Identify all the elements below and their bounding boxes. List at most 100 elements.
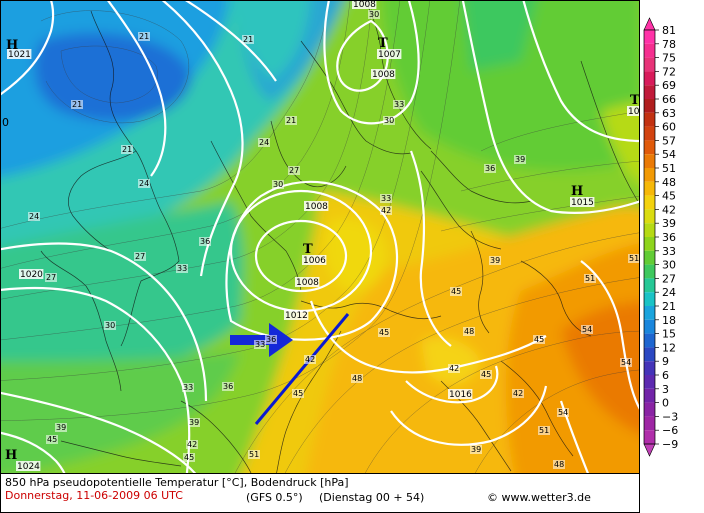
isobar-label: 1020	[20, 270, 43, 280]
isotherm-label: 39	[515, 155, 525, 164]
isotherm-label: 42	[305, 355, 315, 364]
legend-bar: 8178757269666360575451484542393633302724…	[643, 17, 678, 457]
isotherm-label: 39	[471, 445, 481, 454]
caption-date: Donnerstag, 11-06-2009 06 UTC	[5, 489, 183, 502]
legend-tick-label: 42	[662, 203, 676, 216]
color-legend: 81 78 75 72 69 66 63 60 57 54 51 48 45 42 39 36 33 30 27 24…	[640, 0, 704, 474]
isotherm-label: 51	[249, 450, 259, 459]
isotherm-label: 24	[139, 179, 149, 188]
legend-tick-label: 48	[662, 176, 676, 189]
isotherm-label: 36	[266, 335, 276, 344]
legend-swatch	[644, 264, 655, 279]
legend-tick-label: 33	[662, 245, 676, 258]
isobar-label: 1016	[449, 390, 472, 400]
movement-arrow-icon	[230, 323, 293, 357]
isotherm-label: 48	[352, 374, 362, 383]
legend-tick-label: 18	[662, 314, 676, 327]
caption-run: (Dienstag 00 + 54)	[319, 491, 425, 504]
isotherm-label: 51	[539, 426, 549, 435]
isotherm-label: 36	[485, 164, 495, 173]
isotherm-label: 30	[384, 116, 394, 125]
legend-tick-label: 3	[662, 383, 669, 396]
isotherm-label: 48	[554, 460, 564, 469]
legend-tick-label: 27	[662, 272, 676, 285]
isotherm-label: 39	[56, 423, 66, 432]
legend-swatch	[644, 126, 655, 141]
isotherm-label: 36	[223, 382, 233, 391]
isotherm-label: 27	[289, 166, 299, 175]
legend-swatch	[644, 71, 655, 86]
isotherm-label: 33	[183, 383, 193, 392]
legend-swatch	[644, 319, 655, 334]
isobar-label: 1008	[305, 202, 328, 212]
caption-copyright: © www.wetter3.de	[487, 491, 591, 504]
isotherm-label: 21	[139, 32, 149, 41]
low-pressure-marker: T	[303, 242, 313, 257]
legend-swatch	[644, 278, 655, 293]
isobar-label: 1015	[571, 198, 594, 208]
isobar-label: 1006	[303, 256, 326, 266]
legend-swatch	[644, 388, 655, 403]
legend-swatch	[644, 43, 655, 58]
low-pressure-marker: T	[630, 93, 639, 108]
isotherm-label: 24	[29, 212, 39, 221]
pressure-labels: 1020 1024 1021 1008 1006 1008 1012 1007 1008 1008…	[7, 1, 639, 472]
isotherm-label: 54	[558, 408, 568, 417]
legend-tick-label: 69	[662, 79, 676, 92]
isotherm-label: 30	[369, 10, 379, 19]
legend-swatch	[644, 30, 655, 44]
isotherm-label: 21	[72, 100, 82, 109]
isotherm-label: 51	[585, 274, 595, 283]
isotherm-label: 54	[582, 325, 592, 334]
isotherm-label: 45	[184, 453, 194, 462]
isobar-label: 1008	[353, 1, 376, 10]
legend-tick-label: 54	[662, 148, 676, 161]
legend-swatch	[644, 361, 655, 375]
isotherm-label: 21	[243, 35, 253, 44]
weather-map: 21 21 21 21 21 24 24 24 27 27 27 30 30 30 30 33 33 33 33 36…	[0, 0, 640, 474]
legend-tick-label: 60	[662, 121, 676, 134]
legend-tick-label: 36	[662, 231, 676, 244]
legend-swatch	[644, 306, 655, 320]
isotherm-label: 33	[381, 194, 391, 203]
legend-tick-label: 39	[662, 217, 676, 230]
legend-swatch	[644, 195, 655, 210]
isobar-label: 1008	[296, 278, 319, 288]
legend-tick-label: −9	[662, 438, 678, 451]
legend-tick-label: 30	[662, 259, 676, 272]
legend-swatch	[644, 209, 655, 224]
legend-swatch	[644, 347, 655, 362]
legend-tick-label: 72	[662, 65, 676, 78]
isotherm-label: 33	[394, 100, 404, 109]
isobar-label: 1021	[8, 50, 31, 60]
legend-swatch	[644, 237, 655, 251]
temperature-field	[1, 1, 639, 473]
theta-e-map-canvas: 2121212121242424272727303030303333333336…	[1, 1, 639, 473]
legend-swatch	[644, 140, 655, 155]
legend-tick-label: 51	[662, 162, 676, 175]
legend-swatch	[644, 416, 655, 431]
isotherm-label: 54	[621, 358, 631, 367]
isobar-label: 1007	[378, 50, 401, 60]
legend-swatch	[644, 99, 655, 113]
isotherm-label: 27	[46, 273, 56, 282]
legend-tick-label: 6	[662, 369, 669, 382]
legend-tick-label: 81	[662, 24, 676, 37]
isotherm-label: 45	[451, 287, 461, 296]
isotherm-label: 48	[464, 327, 474, 336]
legend-swatch	[644, 402, 655, 417]
legend-tick-label: 0	[662, 397, 669, 410]
isobar-label: 1012	[285, 311, 308, 321]
isotherm-label: 39	[189, 418, 199, 427]
legend-tick-label: 57	[662, 134, 676, 147]
isotherm-label: 45	[481, 370, 491, 379]
isobar-label: 1014	[628, 107, 639, 117]
isotherm-label: 36	[200, 237, 210, 246]
isotherm-label: 33	[255, 340, 265, 349]
legend-tick-label: 66	[662, 93, 676, 106]
legend-swatch	[644, 181, 655, 196]
edge-value-label: 0	[2, 116, 9, 129]
isotherm-label: 42	[187, 440, 197, 449]
legend-swatch	[644, 168, 655, 182]
legend-swatch	[644, 154, 655, 168]
